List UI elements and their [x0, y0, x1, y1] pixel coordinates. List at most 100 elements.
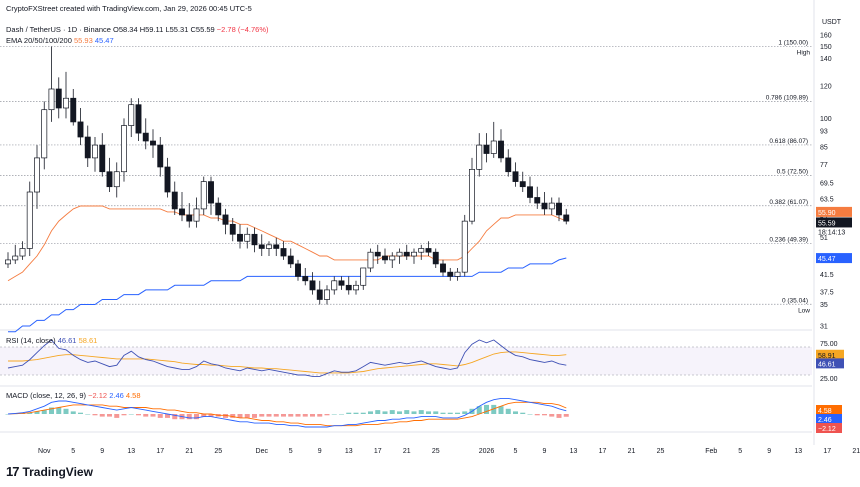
candle-body [12, 255, 19, 261]
macd-histogram-bar [484, 404, 489, 414]
candle-body [251, 233, 258, 246]
candle-body [55, 88, 62, 109]
macd-tag: −2.12 [818, 426, 836, 433]
y-tick-label: 120 [820, 84, 832, 91]
candle-body [106, 171, 113, 188]
macd-label: MACD (close, 12, 26, 9) [6, 391, 87, 400]
macd-histogram-bar [56, 407, 62, 414]
candle-body [273, 244, 280, 249]
candle-body [389, 255, 396, 261]
candle-body [215, 202, 222, 216]
macd-histogram-bar [440, 412, 446, 414]
macd-histogram-bar [295, 414, 301, 417]
candle-body [331, 280, 338, 291]
x-tick-label: 9 [100, 448, 104, 455]
macd-histogram-bar [375, 410, 381, 414]
x-tick-label: 5 [289, 448, 293, 455]
macd-tag: 2.46 [818, 417, 832, 424]
macd-histogram-bar [114, 414, 120, 418]
macd-histogram-bar [143, 414, 149, 417]
x-tick-label: 17 [156, 448, 164, 455]
macd-histogram-bar [107, 414, 112, 417]
candle-body [519, 181, 526, 188]
macd-histogram-bar [382, 411, 388, 414]
candle-body [476, 144, 483, 170]
x-tick-label: Nov [38, 448, 51, 455]
macd-histogram-bar [411, 411, 417, 414]
macd-histogram-bar [433, 411, 439, 414]
rsi-legend[interactable]: RSI (14, close) 46.61 58.61 [6, 336, 97, 345]
macd-histogram-bar [462, 411, 468, 414]
candle-body [411, 251, 417, 257]
candle-body [461, 220, 468, 273]
ema200-price-tag-bg [816, 253, 852, 264]
candle-body [48, 88, 55, 111]
x-tick-label: 25 [657, 448, 665, 455]
ema-legend[interactable]: EMA 20/50/100/200 55.93 45.47 [6, 36, 114, 45]
macd-histogram-bar [397, 411, 402, 414]
macd-histogram-bar [92, 414, 98, 416]
low-label: Low [798, 307, 810, 314]
signal-value: 4.58 [125, 391, 141, 400]
candle-body [527, 186, 533, 198]
y-tick-label: 150 [820, 44, 832, 51]
macd-histogram-bar [302, 414, 308, 417]
macd-histogram-bar [121, 414, 127, 416]
candle-body [353, 284, 359, 291]
candle-body [483, 144, 490, 154]
macd-histogram-bar [520, 412, 526, 414]
rsi-ma-line [8, 351, 567, 374]
macd-histogram-bar [150, 414, 156, 417]
candle-body [418, 248, 425, 253]
macd-histogram-bar [223, 414, 228, 418]
rsi-tag: 46.61 [818, 361, 836, 368]
macd-line [7, 397, 567, 428]
rsi-ma-tag-bg [816, 349, 844, 360]
symbol-name[interactable]: Dash / TetherUS · 1D · Binance [6, 25, 111, 34]
macd-histogram-bar [534, 414, 540, 416]
candle-body [193, 208, 200, 222]
rsi-value: 46.61 [57, 336, 77, 345]
macd-histogram-bar [491, 404, 497, 414]
macd-histogram-bar [346, 412, 352, 414]
ema200-value: 45.47 [94, 36, 114, 45]
macd-histogram-bar [136, 414, 141, 416]
rsi-tag-bg [816, 358, 844, 369]
ohlc-open: O58.34 [113, 25, 138, 34]
macd-histogram-bar [63, 408, 69, 414]
rsi-label: RSI (14, close) [6, 336, 56, 345]
candle-body [5, 259, 11, 265]
tradingview-logo[interactable]: 17 TradingView [6, 464, 93, 479]
candle-body [171, 191, 178, 210]
candle-body [34, 157, 40, 193]
macd-histogram-bar [317, 414, 323, 417]
candle-body [200, 181, 207, 210]
macd-histogram-bar [244, 414, 250, 418]
candle-body [505, 157, 512, 173]
ema-label: EMA 20/50/100/200 [6, 36, 72, 45]
y-tick-label: 160 [820, 33, 832, 40]
candle-body [150, 140, 156, 146]
fib-level-label: 0.382 (61.07) [769, 199, 808, 206]
macd-histogram-bar [368, 411, 373, 414]
rsi-axis-label: 75.00 [820, 341, 838, 348]
macd-histogram-bar [310, 414, 315, 417]
ema20-value: 55.93 [73, 36, 93, 45]
candle-body [92, 144, 98, 159]
macd-histogram-bar [186, 414, 192, 420]
ohlc-change: −2.78 (−4.76%) [216, 25, 269, 34]
candle-body [316, 289, 323, 300]
macd-tag-bg [816, 423, 842, 433]
fib-level-label: 0.786 (109.89) [766, 95, 808, 102]
ema20-price-tag: 55.90 [818, 210, 836, 217]
candle-body [563, 214, 570, 222]
macd-histogram-bar [237, 414, 243, 418]
candle-body [41, 109, 48, 159]
ohlc-close: C55.59 [190, 25, 215, 34]
ema20-price-tag-bg [816, 206, 852, 217]
macd-legend[interactable]: MACD (close, 12, 26, 9) −2.12 2.46 4.58 [6, 391, 141, 400]
x-tick-label: 13 [345, 448, 353, 455]
candle-body [99, 144, 106, 173]
y-tick-label: 35 [820, 302, 828, 309]
y-tick-label: 77 [820, 162, 828, 169]
